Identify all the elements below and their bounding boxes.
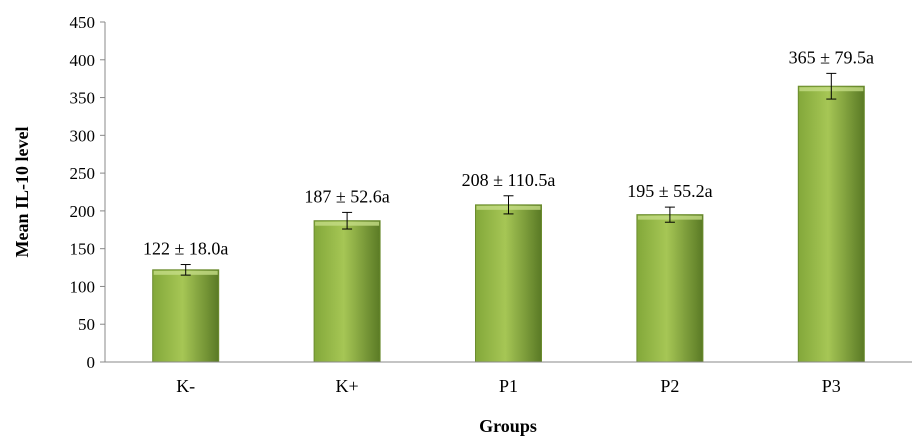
y-tick-label: 400	[70, 51, 96, 70]
x-axis-categories: K- K+ P1 P2 P3	[176, 376, 841, 396]
bar-P2	[636, 214, 704, 363]
data-label: 195 ± 55.2a	[627, 181, 712, 201]
bar-K+	[313, 220, 381, 363]
x-category-label: K-	[176, 376, 195, 396]
y-tick-label: 300	[70, 126, 96, 145]
data-label: 187 ± 52.6a	[304, 186, 389, 206]
bar-P1	[475, 204, 542, 363]
error-bar	[503, 195, 514, 215]
error-bar	[342, 211, 353, 230]
y-axis-ticks: 0 50 100 150 200 250 300 350 400 450	[70, 13, 105, 372]
y-tick-label: 50	[78, 315, 95, 334]
y-tick-label: 450	[70, 13, 96, 32]
y-tick-label: 250	[70, 164, 96, 183]
x-category-label: P3	[822, 376, 841, 396]
y-tick-label: 350	[70, 89, 96, 108]
data-label: 122 ± 18.0a	[143, 239, 228, 259]
data-label: 365 ± 79.5a	[789, 47, 874, 67]
x-category-label: P1	[499, 376, 518, 396]
y-axis-title: Mean IL-10 level	[12, 127, 32, 258]
bar-K-	[152, 269, 220, 363]
y-tick-label: 0	[87, 353, 96, 372]
bars: 122 ± 18.0a 187 ± 52.6a 208 ± 110.5a 195 ± …	[143, 47, 874, 363]
data-label: 208 ± 110.5a	[462, 170, 556, 190]
error-bar	[826, 72, 837, 100]
error-bar	[180, 264, 191, 276]
bar-P3	[797, 85, 865, 363]
y-tick-label: 100	[70, 277, 96, 296]
y-tick-label: 150	[70, 240, 96, 259]
x-axis-title: Groups	[479, 416, 537, 436]
x-category-label: P2	[660, 376, 679, 396]
y-tick-label: 200	[70, 202, 96, 221]
error-bar	[664, 206, 675, 223]
x-category-label: K+	[336, 376, 359, 396]
